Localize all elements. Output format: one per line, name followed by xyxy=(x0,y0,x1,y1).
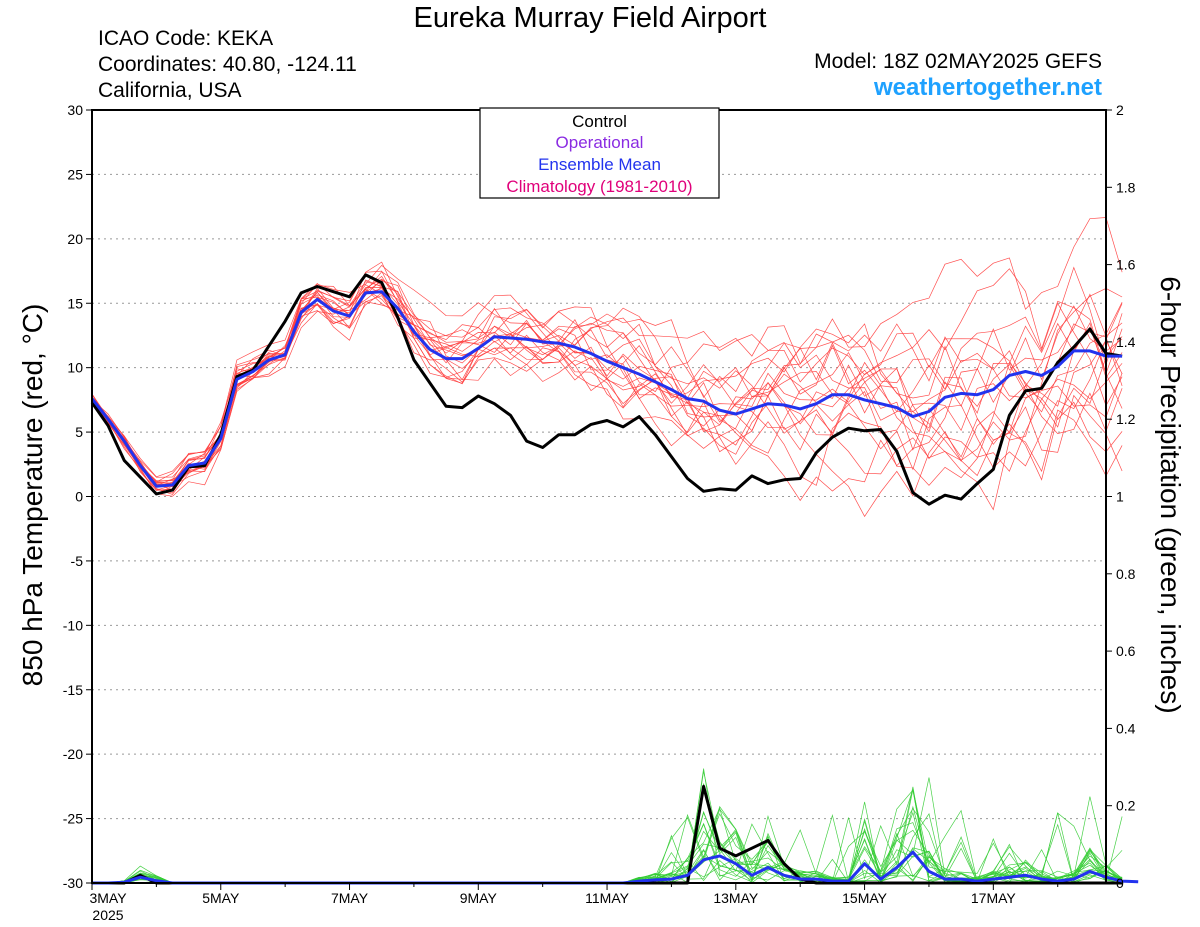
precip-member-line xyxy=(92,807,1123,884)
precip-member-line xyxy=(92,805,1123,884)
grid-lines xyxy=(92,173,1106,820)
temp-member-line xyxy=(91,278,1123,486)
axis-ticks: 302520151050-5-10-15-20-25-3021.81.61.41… xyxy=(63,102,1136,923)
region: California, USA xyxy=(98,79,242,102)
y-right-tick-label: 0.8 xyxy=(1116,566,1136,582)
temp-member-line xyxy=(91,268,1123,478)
chart-title: Eureka Murray Field Airport xyxy=(413,2,767,34)
legend: Control Operational Ensemble Mean Climat… xyxy=(479,107,720,199)
x-tick-label: 15MAY xyxy=(842,890,888,906)
precip-member-line xyxy=(92,822,1123,884)
precip-member-line xyxy=(92,786,1123,884)
x-tick-label: 5MAY xyxy=(202,890,240,906)
precip-member-line xyxy=(92,808,1123,884)
temp-member-line xyxy=(91,279,1123,487)
precip-member-line xyxy=(92,771,1123,884)
y-right-tick-label: 0.4 xyxy=(1116,720,1136,736)
y-left-tick-label: -5 xyxy=(71,553,84,569)
coordinates: Coordinates: 40.80, -124.11 xyxy=(98,53,357,76)
ensemble-mean-temperature-line xyxy=(90,290,1123,488)
temp-member-line xyxy=(91,275,1123,482)
precip-member-line xyxy=(92,805,1123,884)
icao-code: ICAO Code: KEKA xyxy=(98,27,274,50)
legend-control: Control xyxy=(572,112,627,131)
y-left-tick-label: -20 xyxy=(63,746,83,762)
control-precipitation-line xyxy=(92,784,1123,885)
x-tick-label: 13MAY xyxy=(713,890,759,906)
x-tick-label: 11MAY xyxy=(585,890,629,906)
temp-member-line xyxy=(91,287,1123,478)
y-right-tick-label: 0.2 xyxy=(1116,798,1136,814)
legend-operational: Operational xyxy=(556,133,644,152)
precip-member-line xyxy=(92,783,1123,884)
y-left-tick-label: 15 xyxy=(67,295,83,311)
y-right-tick-label: 1.8 xyxy=(1116,179,1136,195)
precip-member-line xyxy=(92,768,1123,884)
y-left-tick-label: 0 xyxy=(75,489,83,505)
control-temperature-line xyxy=(90,273,1123,506)
temp-member-line xyxy=(91,288,1123,495)
y-left-tick-label: 5 xyxy=(75,424,83,440)
y-right-tick-label: 2 xyxy=(1116,102,1124,118)
legend-box xyxy=(479,107,720,199)
temp-member-line xyxy=(91,271,1123,497)
y-right-tick-label: 1.2 xyxy=(1116,411,1136,427)
x-tick-sublabel: 2025 xyxy=(92,907,123,923)
y-left-tick-label: 10 xyxy=(67,360,83,376)
y-right-tick-label: 1.6 xyxy=(1116,257,1136,273)
precip-member-line xyxy=(92,777,1123,884)
y-left-tick-label: -25 xyxy=(63,811,83,827)
precip-member-line xyxy=(92,789,1123,884)
y-right-tick-label: 1.4 xyxy=(1116,334,1136,350)
x-tick-label: 7MAY xyxy=(331,890,369,906)
temp-member-line xyxy=(91,284,1123,511)
y-right-tick-label: 0 xyxy=(1116,875,1124,891)
legend-ensemble-mean: Ensemble Mean xyxy=(538,155,661,174)
y-left-tick-label: -10 xyxy=(63,617,83,633)
y-left-tick-label: 25 xyxy=(67,166,83,182)
x-tick-label: 17MAY xyxy=(971,890,1017,906)
y-left-tick-label: 30 xyxy=(67,102,83,118)
precip-member-line xyxy=(92,807,1123,884)
temp-member-line xyxy=(91,266,1123,491)
y-left-tick-label: -30 xyxy=(63,875,83,891)
site-link[interactable]: weathertogether.net xyxy=(873,74,1102,101)
x-tick-label: 9MAY xyxy=(460,890,498,906)
model-run: Model: 18Z 02MAY2025 GEFS xyxy=(814,50,1102,73)
y-left-tick-label: -15 xyxy=(63,682,83,698)
y-right-tick-label: 0.6 xyxy=(1116,643,1136,659)
y-right-tick-label: 1 xyxy=(1116,489,1124,505)
ensemble-members xyxy=(91,217,1123,884)
y-left-tick-label: 20 xyxy=(67,231,83,247)
temp-member-line xyxy=(91,281,1123,487)
x-tick-label: 3MAY xyxy=(89,890,127,906)
precip-member-line xyxy=(92,815,1123,884)
series-lines xyxy=(90,273,1139,885)
precip-member-line xyxy=(92,789,1123,884)
legend-climatology: Climatology (1981-2010) xyxy=(506,177,692,196)
